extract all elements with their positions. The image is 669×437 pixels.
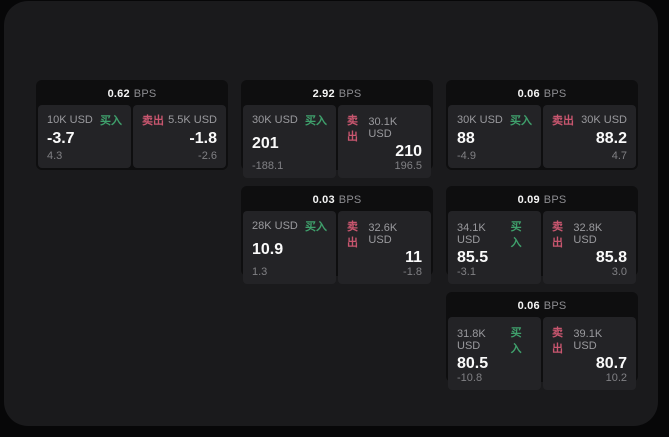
- bps-unit-label: BPS: [133, 87, 157, 100]
- quote-card: 2.92 BPS 30K USD 买入 201 -188.1 卖出 30.1K …: [241, 80, 433, 178]
- sell-delta: 3.0: [611, 266, 627, 278]
- buy-label: 买入: [510, 327, 522, 355]
- buy-notional-size: 34.1K USD: [457, 222, 486, 246]
- buy-price: 88: [457, 130, 475, 147]
- sell-label: 卖出: [552, 327, 563, 355]
- sell-label: 卖出: [552, 115, 574, 127]
- sell-label: 卖出: [552, 221, 563, 249]
- buy-delta: -3.1: [457, 266, 476, 278]
- buy-notional-size: 30K USD: [457, 114, 503, 126]
- buy-notional-size: 28K USD: [252, 220, 298, 232]
- quote-card: 0.06 BPS 31.8K USD 买入 80.5 -10.8 卖出 39.1…: [446, 292, 638, 390]
- bps-value: 0.06: [517, 87, 540, 100]
- bps-header: 0.03 BPS: [243, 188, 431, 211]
- bps-value: 0.03: [312, 193, 335, 206]
- quote-tiles: 10K USD 买入 -3.7 4.3 卖出 5.5K USD -1.8 -2.…: [38, 105, 226, 168]
- sell-notional-size: 32.6K USD: [368, 222, 398, 246]
- buy-notional-size: 31.8K USD: [457, 328, 486, 352]
- buy-label: 买入: [305, 115, 327, 127]
- bps-value: 0.62: [107, 87, 130, 100]
- sell-panel[interactable]: 卖出 39.1K USD 80.7 10.2: [543, 317, 636, 390]
- buy-delta: -10.8: [457, 372, 483, 384]
- quotes-panel: 0.62 BPS 10K USD 买入 -3.7 4.3 卖出 5.5K USD…: [4, 1, 658, 426]
- buy-label: 买入: [100, 115, 122, 127]
- quote-card: 0.06 BPS 30K USD 买入 88 -4.9 卖出 30K USD 8…: [446, 80, 638, 170]
- buy-delta: -4.9: [457, 150, 476, 162]
- buy-panel[interactable]: 30K USD 买入 88 -4.9: [448, 105, 541, 168]
- sell-notional-size: 30.1K USD: [368, 116, 398, 140]
- quote-card: 0.62 BPS 10K USD 买入 -3.7 4.3 卖出 5.5K USD…: [36, 80, 228, 170]
- sell-notional-size: 39.1K USD: [573, 328, 603, 352]
- sell-notional-size: 32.8K USD: [573, 222, 603, 246]
- buy-label: 买入: [510, 221, 522, 249]
- sell-delta: -1.8: [403, 266, 422, 278]
- sell-price: 80.7: [595, 355, 627, 372]
- sell-panel[interactable]: 卖出 32.6K USD 11 -1.8: [338, 211, 431, 284]
- sell-panel[interactable]: 卖出 30.1K USD 210 196.5: [338, 105, 431, 178]
- buy-delta: 4.3: [47, 150, 63, 162]
- bps-header: 2.92 BPS: [243, 82, 431, 105]
- bps-header: 0.09 BPS: [448, 188, 636, 211]
- sell-delta: -2.6: [198, 150, 217, 162]
- quote-tiles: 30K USD 买入 88 -4.9 卖出 30K USD 88.2 4.7: [448, 105, 636, 168]
- buy-price: 80.5: [457, 355, 489, 372]
- buy-panel[interactable]: 31.8K USD 买入 80.5 -10.8: [448, 317, 541, 390]
- buy-price: 85.5: [457, 249, 489, 266]
- sell-panel[interactable]: 卖出 30K USD 88.2 4.7: [543, 105, 636, 168]
- bps-unit-label: BPS: [543, 193, 567, 206]
- buy-label: 买入: [305, 221, 327, 233]
- bps-header: 0.06 BPS: [448, 294, 636, 317]
- sell-label: 卖出: [347, 221, 358, 249]
- sell-notional-size: 30K USD: [581, 114, 627, 126]
- bps-value: 0.09: [517, 193, 540, 206]
- bps-unit-label: BPS: [338, 87, 362, 100]
- sell-notional-size: 5.5K USD: [168, 114, 217, 126]
- quote-card-grid: 0.62 BPS 10K USD 买入 -3.7 4.3 卖出 5.5K USD…: [36, 80, 638, 390]
- buy-panel[interactable]: 34.1K USD 买入 85.5 -3.1: [448, 211, 541, 284]
- bps-value: 2.92: [312, 87, 335, 100]
- quote-tiles: 30K USD 买入 201 -188.1 卖出 30.1K USD 210 1…: [243, 105, 431, 178]
- bps-unit-label: BPS: [543, 299, 567, 312]
- bps-header: 0.62 BPS: [38, 82, 226, 105]
- bps-value: 0.06: [517, 299, 540, 312]
- buy-delta: 1.3: [252, 266, 268, 278]
- bps-unit-label: BPS: [338, 193, 362, 206]
- sell-panel[interactable]: 卖出 32.8K USD 85.8 3.0: [543, 211, 636, 284]
- buy-notional-size: 30K USD: [252, 114, 298, 126]
- sell-price: 11: [405, 249, 422, 266]
- quote-tiles: 34.1K USD 买入 85.5 -3.1 卖出 32.8K USD 85.8…: [448, 211, 636, 284]
- quote-card: 0.03 BPS 28K USD 买入 10.9 1.3 卖出 32.6K US…: [241, 186, 433, 284]
- sell-price: -1.8: [189, 130, 217, 147]
- buy-price: -3.7: [47, 130, 75, 147]
- sell-price: 88.2: [595, 130, 627, 147]
- buy-label: 买入: [510, 115, 532, 127]
- sell-label: 卖出: [142, 115, 164, 127]
- buy-panel[interactable]: 10K USD 买入 -3.7 4.3: [38, 105, 131, 168]
- buy-price: 10.9: [252, 241, 284, 258]
- buy-notional-size: 10K USD: [47, 114, 93, 126]
- sell-panel[interactable]: 卖出 5.5K USD -1.8 -2.6: [133, 105, 226, 168]
- bps-header: 0.06 BPS: [448, 82, 636, 105]
- quote-tiles: 31.8K USD 买入 80.5 -10.8 卖出 39.1K USD 80.…: [448, 317, 636, 390]
- bps-unit-label: BPS: [543, 87, 567, 100]
- quote-card: 0.09 BPS 34.1K USD 买入 85.5 -3.1 卖出 32.8K…: [446, 186, 638, 284]
- buy-panel[interactable]: 30K USD 买入 201 -188.1: [243, 105, 336, 178]
- sell-delta: 196.5: [394, 160, 422, 172]
- sell-label: 卖出: [347, 115, 358, 143]
- sell-price: 85.8: [595, 249, 627, 266]
- buy-panel[interactable]: 28K USD 买入 10.9 1.3: [243, 211, 336, 284]
- buy-price: 201: [252, 135, 279, 152]
- quote-tiles: 28K USD 买入 10.9 1.3 卖出 32.6K USD 11 -1.8: [243, 211, 431, 284]
- sell-price: 210: [395, 143, 422, 160]
- buy-delta: -188.1: [252, 160, 284, 172]
- sell-delta: 4.7: [611, 150, 627, 162]
- sell-delta: 10.2: [605, 372, 627, 384]
